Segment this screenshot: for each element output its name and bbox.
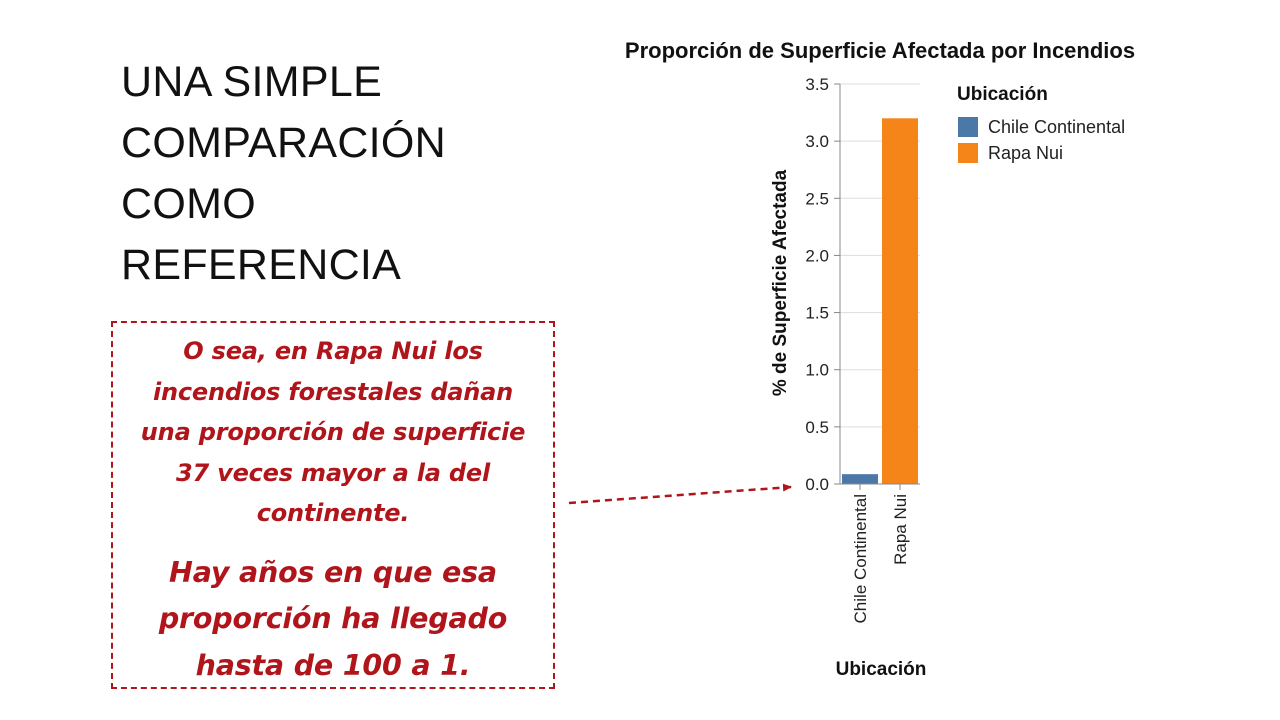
bar — [842, 474, 878, 484]
heading-line: COMPARACIÓN — [121, 119, 447, 167]
x-axis-title: Ubicación — [836, 659, 927, 680]
bars — [842, 118, 918, 485]
callout-box: O sea, en Rapa Nui los incendios foresta… — [111, 321, 555, 689]
callout-line: O sea, en Rapa Nui los — [183, 337, 483, 365]
legend-label: Chile Continental — [988, 117, 1125, 137]
x-tick-label: Chile Continental — [851, 494, 870, 623]
y-tick-label: 1.0 — [805, 361, 829, 380]
callout-emphasis: Hay años en que esa proporción ha llegad… — [113, 550, 553, 690]
callout-emphasis-line: hasta de 100 a 1. — [195, 648, 471, 682]
chart-title: Proporción de Superficie Afectada por In… — [625, 38, 1135, 63]
heading-line: COMO — [121, 180, 256, 228]
y-tick-label: 1.5 — [805, 304, 829, 323]
y-axis-title: % de Superficie Afectada — [770, 169, 791, 396]
callout-paragraph: O sea, en Rapa Nui los incendios foresta… — [113, 331, 553, 534]
legend-title: Ubicación — [957, 84, 1048, 105]
callout-arrow — [568, 483, 792, 505]
heading-line: REFERENCIA — [121, 241, 402, 289]
y-tick-label: 3.5 — [805, 75, 829, 94]
callout-line: una proporción de superficie — [140, 418, 526, 446]
legend-label: Rapa Nui — [988, 143, 1063, 163]
callout-line: 37 veces mayor a la del — [175, 458, 491, 487]
heading-line: UNA SIMPLE — [121, 58, 383, 106]
callout-line: continente. — [256, 499, 410, 527]
legend-swatch — [958, 143, 978, 163]
axes: 0.0 0.5 1.0 1.5 2.0 2.5 3.0 3.5 Chile Continenta… — [805, 75, 920, 623]
y-tick-label: 3.0 — [805, 132, 829, 151]
y-tick-label: 2.0 — [805, 246, 829, 265]
callout-emphasis-line: Hay años en que esa — [169, 555, 497, 589]
y-tick-label: 0.5 — [805, 418, 829, 437]
bar — [882, 118, 918, 485]
legend-swatch — [958, 117, 978, 137]
callout-line: incendios forestales dañan — [152, 377, 514, 406]
callout-emphasis-line: proporción ha llegado — [158, 602, 508, 635]
slide-heading: UNA SIMPLE COMPARACIÓN COMO REFERENCIA — [121, 52, 541, 296]
legend: Ubicación Chile Continental Rapa Nui — [957, 84, 1125, 163]
y-tick-label: 2.5 — [805, 189, 829, 208]
x-tick-label: Rapa Nui — [891, 494, 910, 565]
y-tick-label: 0.0 — [805, 475, 829, 494]
